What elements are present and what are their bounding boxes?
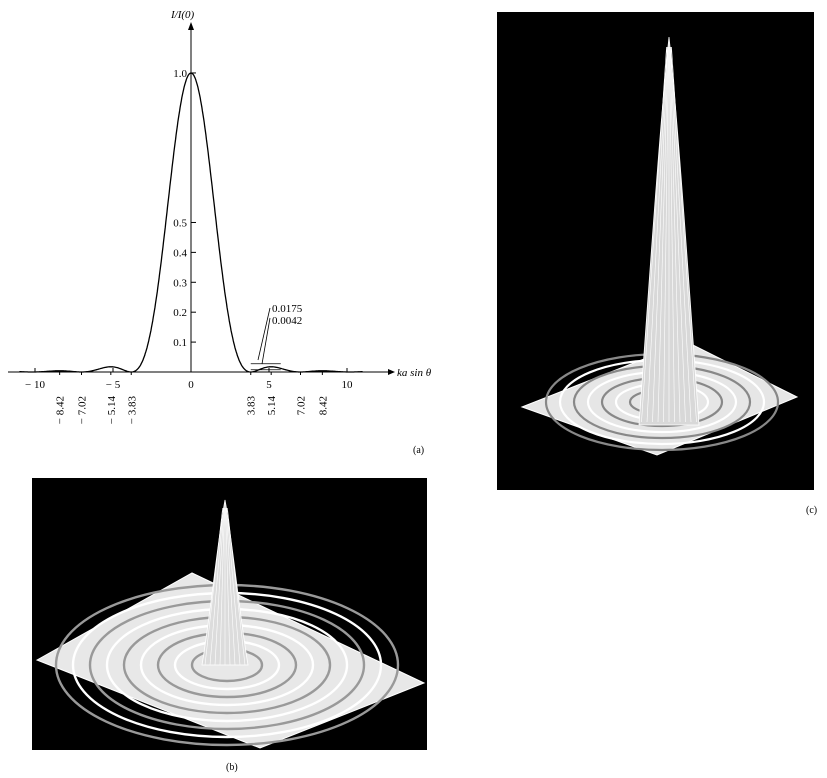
peak-mesh-line-c <box>652 46 668 423</box>
surface-plot-b <box>35 499 426 749</box>
peak-mesh-line-c <box>641 46 667 423</box>
axes: I/I(0) ka sin θ <box>8 9 432 379</box>
x-tick-label: 0 <box>188 379 194 391</box>
annot-leader-2 <box>261 317 271 365</box>
y-tick-label: 0.5 <box>173 217 187 229</box>
peak-mesh-line-c <box>671 46 697 423</box>
x-tick-label: 5 <box>266 379 272 391</box>
peak-mesh-line-b <box>227 507 246 666</box>
ticks: 0.1 0.2 0.3 0.4 0.5 1.0 − 10 − 5 0 5 10 − 8.42 − 7.0… <box>25 68 353 424</box>
caption-b: (b) <box>226 762 238 773</box>
zero-label: 5.14 <box>266 396 278 416</box>
y-tick-label: 0.1 <box>173 337 187 349</box>
x-axis-title: ka sin θ <box>397 367 432 379</box>
peak-mesh-line-b <box>225 507 231 666</box>
zero-label: 3.83 <box>246 396 258 416</box>
peak-mesh-line-b <box>226 507 241 666</box>
y-axis-arrow <box>188 22 194 30</box>
y-tick-label: 1.0 <box>173 68 187 80</box>
zero-label: − 7.02 <box>76 396 88 424</box>
zero-label: 8.42 <box>317 396 329 415</box>
x-axis-arrow <box>388 369 395 375</box>
peak-mesh-c <box>641 46 697 423</box>
peak-mesh-line-b <box>209 507 224 666</box>
zero-label: − 3.83 <box>126 396 138 425</box>
peak-mesh-line-c <box>670 46 686 423</box>
y-tick-label: 0.3 <box>173 277 187 289</box>
x-tick-label: − 5 <box>106 379 121 391</box>
peak-mesh-line-c <box>669 46 675 423</box>
caption-c: (c) <box>806 505 818 516</box>
y-tick-label: 0.2 <box>173 307 187 319</box>
airy-profile-chart: I/I(0) ka sin θ 0.1 0.2 0.3 0.4 0.5 1.0 − 10 − 5… <box>8 9 432 424</box>
panel-b-surface-plot <box>32 478 427 750</box>
peak-mesh-line-c <box>663 46 669 423</box>
zero-label: 7.02 <box>296 396 308 415</box>
peak-mesh-line-c <box>669 46 681 423</box>
x-tick-label: 10 <box>342 379 354 391</box>
zero-label: − 5.14 <box>106 396 118 425</box>
annotation-1: 0.0175 <box>272 303 303 315</box>
peak-mesh-line-c <box>670 46 692 423</box>
panel-c-surface-plot <box>497 12 814 490</box>
y-axis-title: I/I(0) <box>170 9 195 21</box>
annotation-2: 0.0042 <box>272 315 302 327</box>
peak-mesh-line-b <box>204 507 223 666</box>
peak-mesh-line-b <box>214 507 225 666</box>
peak-mesh-line-b <box>219 507 225 666</box>
annot-leader-1 <box>257 307 271 361</box>
zero-label: − 8.42 <box>55 396 67 424</box>
x-tick-label: − 10 <box>25 379 45 391</box>
peak-mesh-line-c <box>646 46 668 423</box>
peak-mesh-line-c <box>657 46 669 423</box>
peak-mesh-line-b <box>225 507 236 666</box>
y-tick-label: 0.4 <box>173 247 187 259</box>
peak-mesh-b <box>204 507 246 666</box>
caption-a: (a) <box>413 445 425 456</box>
surface-plot-c <box>520 36 799 456</box>
